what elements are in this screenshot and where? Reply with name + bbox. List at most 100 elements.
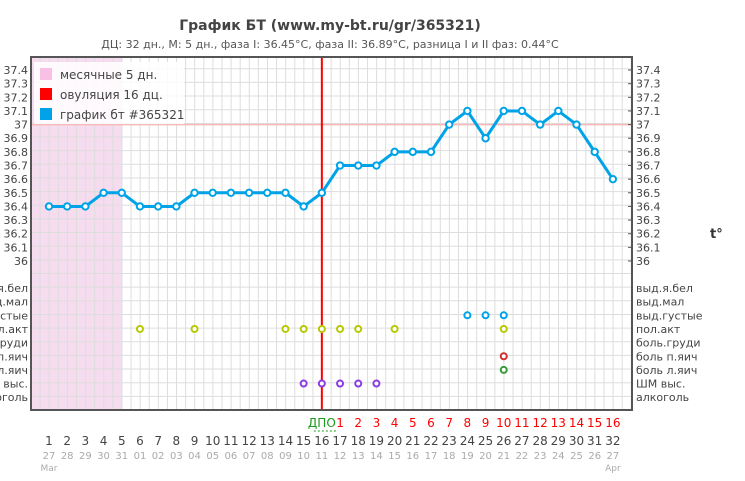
cycle-day-label: 12 (241, 434, 256, 448)
cycle-day-label: 7 (154, 434, 162, 448)
temperature-point (463, 106, 472, 116)
y-tick-label-left: 37 (14, 119, 28, 132)
month-label-end: Apr (605, 464, 621, 474)
symptom-marker (354, 324, 363, 333)
symptom-marker (190, 324, 199, 333)
y-tick-label-right: 37.3 (636, 78, 661, 91)
dpo-day-label: 9 (482, 416, 490, 430)
dpo-day-label: 7 (445, 416, 453, 430)
symptom-label-left: выд.густые (0, 309, 28, 322)
cycle-day-label: 17 (332, 434, 347, 448)
temperature-point (426, 147, 436, 157)
date-label: 06 (225, 451, 238, 462)
symptom-marker (317, 379, 326, 388)
cycle-day-label: 18 (351, 434, 366, 448)
date-label: 30 (97, 451, 110, 462)
temperature-point (44, 202, 54, 211)
legend-label: месячные 5 дн. (60, 68, 157, 82)
chart-subtitle: ДЦ: 32 дн., М: 5 дн., фаза I: 36.45°C, ф… (101, 38, 559, 51)
temperature-point (390, 147, 399, 157)
dpo-day-label: 5 (409, 416, 417, 430)
cycle-day-label: 25 (478, 434, 493, 448)
symptom-label-right: боль п.яич (636, 350, 697, 363)
date-label: 20 (479, 451, 492, 462)
symptom-marker (299, 379, 308, 388)
temperature-point (354, 161, 363, 170)
temperature-point (99, 188, 108, 198)
cycle-day-label: 19 (369, 434, 384, 448)
date-label: 05 (206, 451, 219, 462)
dpo-label: ДПО (308, 416, 336, 430)
symptom-marker (336, 379, 345, 388)
cycle-day-label: 29 (551, 434, 566, 448)
date-label: 04 (188, 451, 201, 462)
y-tick-label-left: 36.9 (4, 132, 29, 145)
temperature-point (517, 106, 527, 116)
symptom-marker (499, 311, 508, 320)
date-label: 31 (115, 451, 128, 462)
temperature-point (608, 174, 618, 184)
date-label: 23 (534, 451, 547, 462)
cycle-day-label: 24 (460, 434, 475, 448)
y-tick-label-left: 36.1 (4, 241, 29, 254)
temperature-point (81, 202, 90, 211)
y-tick-label-right: 36.5 (636, 187, 661, 200)
cycle-day-label: 31 (587, 434, 602, 448)
y-tick-label-right: 36.6 (636, 173, 661, 186)
cycle-day-label: 26 (496, 434, 511, 448)
dpo-day-label: 3 (373, 416, 381, 430)
dpo-day-label: 14 (569, 416, 584, 430)
date-label: 14 (370, 451, 383, 462)
symptom-label-left: выд.мал (0, 296, 28, 309)
temperature-point (335, 161, 345, 170)
y-tick-label-right: 36 (636, 255, 650, 268)
cycle-day-label: 13 (260, 434, 275, 448)
legend-label: овуляция 16 дц. (60, 88, 163, 102)
month-label-start: Mar (41, 464, 58, 474)
cycle-day-label: 3 (82, 434, 90, 448)
date-label: 28 (61, 451, 74, 462)
date-label: 22 (516, 451, 529, 462)
symptom-marker (481, 311, 490, 320)
date-label: 09 (279, 451, 292, 462)
temperature-point (481, 134, 490, 143)
y-tick-label-left: 36.6 (4, 173, 29, 186)
symptom-label-right: выд.мал (636, 296, 684, 309)
symptom-label-right: ШМ выс. (636, 378, 685, 391)
date-label: 24 (552, 451, 565, 462)
y-tick-label-right: 37.2 (636, 91, 661, 104)
chart-title: График БТ (www.my-bt.ru/gr/365321) (179, 18, 481, 34)
legend-label: график бт #365321 (60, 108, 184, 122)
dpo-day-label: 11 (514, 416, 529, 430)
date-label: 01 (134, 451, 147, 462)
cycle-day-label: 5 (118, 434, 126, 448)
date-label: 16 (406, 451, 419, 462)
temperature-point (408, 147, 417, 157)
symptom-marker (336, 324, 345, 333)
y-tick-label-right: 36.1 (636, 241, 661, 254)
y-tick-label-left: 36.7 (4, 160, 29, 173)
dpo-day-label: 16 (605, 416, 620, 430)
date-label: 10 (297, 451, 310, 462)
cycle-day-label: 9 (191, 434, 199, 448)
symptom-label-right: выд.густые (636, 309, 703, 322)
date-label: 11 (315, 451, 328, 462)
dpo-day-label: 15 (587, 416, 602, 430)
symptom-label-left: алкоголь (0, 391, 28, 404)
symptom-marker (354, 379, 363, 388)
cycle-day-label: 20 (387, 434, 402, 448)
cycle-day-label: 10 (205, 434, 220, 448)
dpo-day-label: 4 (391, 416, 399, 430)
date-label: 25 (570, 451, 583, 462)
symptom-marker (463, 311, 472, 320)
cycle-day-label: 1 (45, 434, 53, 448)
y-tick-label-left: 37.1 (4, 105, 29, 118)
y-tick-label-right: 37 (636, 119, 650, 132)
symptom-marker (299, 324, 308, 333)
legend-swatch (40, 88, 52, 100)
cycle-day-label: 23 (442, 434, 457, 448)
cycle-day-label: 8 (173, 434, 181, 448)
y-tick-label-right: 36.2 (636, 228, 661, 241)
symptom-marker (281, 324, 290, 333)
